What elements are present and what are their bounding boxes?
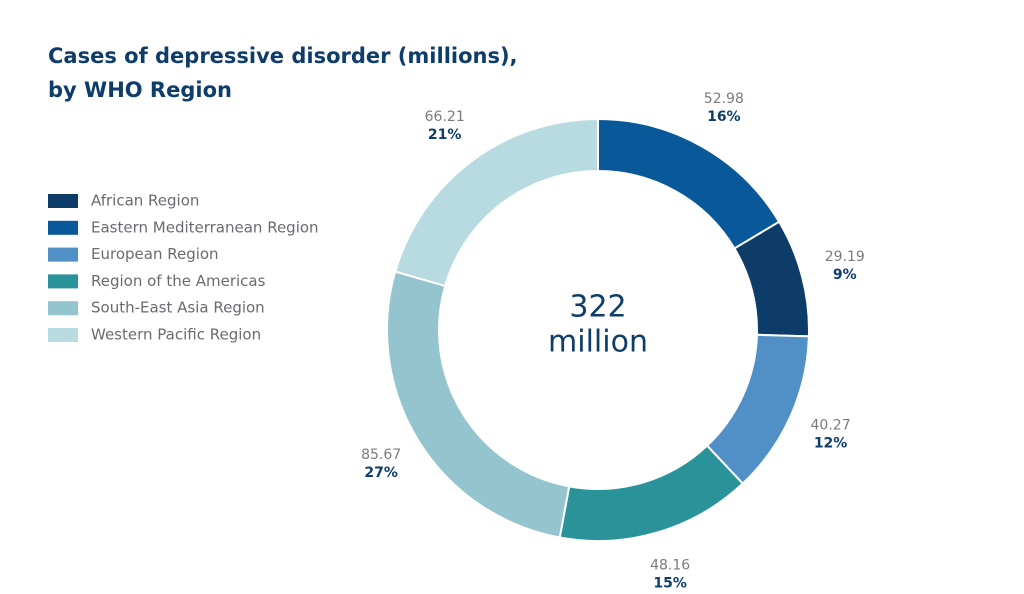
legend-label: European Region	[91, 245, 219, 263]
value-label: 29.19	[825, 249, 865, 265]
legend-item: South-East Asia Region	[48, 299, 265, 317]
value-label: 52.98	[704, 91, 744, 107]
legend-item: Western Pacific Region	[48, 326, 261, 344]
legend-swatch	[48, 328, 78, 342]
legend-item: African Region	[48, 192, 199, 210]
value-label: 85.67	[361, 447, 401, 463]
legend-swatch	[48, 301, 78, 316]
chart-title: by WHO Region	[48, 78, 232, 102]
legend-label: South-East Asia Region	[91, 299, 265, 317]
percentage-label: 16%	[707, 109, 741, 125]
legend-swatch	[48, 247, 78, 262]
donut-segment	[394, 117, 599, 288]
legend-label: Western Pacific Region	[91, 326, 261, 344]
legend-swatch	[48, 220, 78, 235]
legend-label: Eastern Mediterranean Region	[91, 218, 319, 236]
value-label: 48.16	[650, 558, 690, 574]
donut-segment	[597, 117, 781, 250]
legend: African Region Eastern Mediterranean Reg…	[48, 192, 319, 344]
percentage-label: 27%	[364, 465, 398, 481]
donut-segment	[558, 444, 745, 542]
chart-title: Cases of depressive disorder (millions),	[48, 44, 518, 68]
value-label: 66.21	[425, 109, 465, 125]
percentage-label: 15%	[653, 576, 687, 592]
percentage-label: 9%	[833, 267, 857, 283]
center-unit: million	[548, 325, 648, 360]
center-total: 322	[569, 290, 626, 325]
legend-item: European Region	[48, 245, 219, 263]
legend-swatch	[48, 274, 78, 289]
legend-label: Region of the Americas	[91, 272, 266, 290]
donut-segment	[386, 270, 571, 539]
percentage-label: 21%	[428, 127, 462, 143]
legend-item: Eastern Mediterranean Region	[48, 218, 319, 236]
legend-swatch	[48, 194, 78, 208]
percentage-label: 12%	[814, 436, 848, 452]
legend-label: African Region	[91, 192, 199, 210]
value-label: 40.27	[811, 418, 851, 434]
legend-item: Region of the Americas	[48, 272, 266, 290]
